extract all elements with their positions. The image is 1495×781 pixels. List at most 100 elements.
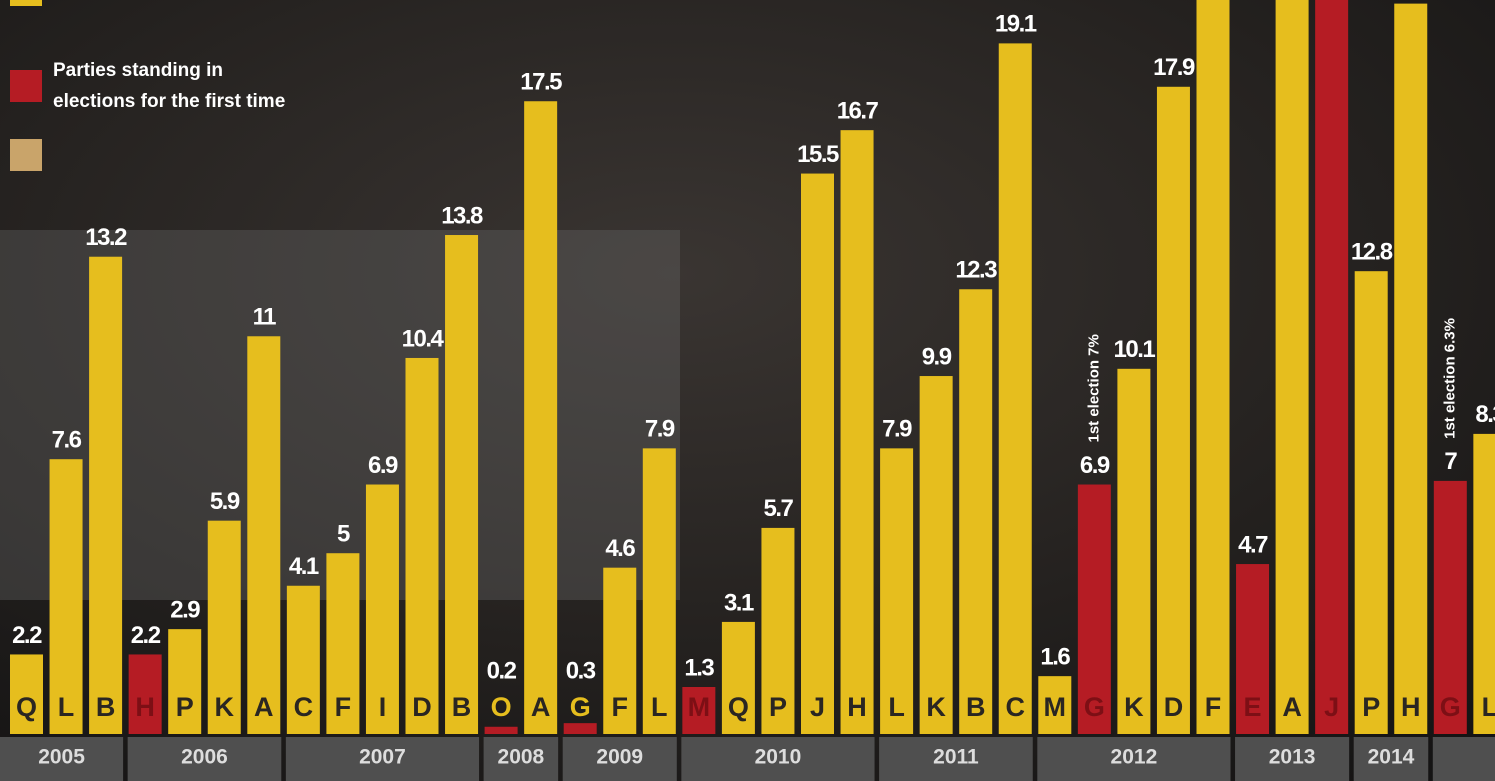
category-label: G [1440, 692, 1461, 722]
bar [801, 173, 834, 735]
data-label: 6.9 [1080, 452, 1110, 479]
category-label: L [651, 692, 668, 722]
category-label: H [1401, 692, 1421, 722]
year-band [0, 737, 124, 781]
category-label: F [612, 692, 629, 722]
data-label: 17.9 [1153, 54, 1195, 81]
year-band [1235, 737, 1350, 781]
legend-line: Parties standing in [53, 60, 223, 81]
data-label: 0.2 [487, 657, 517, 684]
bar [405, 357, 439, 734]
data-label: 2.2 [12, 622, 42, 649]
bar [207, 520, 241, 734]
bar [840, 130, 874, 734]
bar [959, 289, 993, 734]
data-label: 15.5 [797, 141, 839, 168]
bar [682, 686, 716, 734]
data-label: 2.2 [131, 622, 161, 649]
data-label: 12.8 [1351, 239, 1393, 266]
data-label: 19.1 [995, 11, 1037, 38]
annotation: 1st election 7% [1085, 334, 1102, 442]
category-label: A [531, 692, 551, 722]
year-band [285, 737, 480, 781]
bar [247, 336, 281, 734]
category-label: L [58, 692, 75, 722]
year-label: 2007 [359, 746, 406, 769]
year-label: 2005 [38, 746, 85, 769]
category-label: F [335, 692, 352, 722]
category-label: L [888, 692, 905, 722]
category-label: D [1164, 692, 1184, 722]
year-label: 2013 [1269, 746, 1316, 769]
bar [642, 448, 676, 734]
legend-label: Parties standing in elections for the fir… [53, 60, 285, 112]
year-band [681, 737, 875, 781]
year-label: 2014 [1368, 746, 1415, 769]
bar [484, 726, 518, 734]
category-label: B [96, 692, 116, 722]
legend-swatch [10, 0, 42, 6]
category-label: F [1205, 692, 1222, 722]
bar [603, 567, 637, 734]
category-label: E [1244, 692, 1262, 722]
category-label: L [1482, 692, 1495, 722]
data-label: 13.2 [85, 224, 127, 251]
year-band [1037, 737, 1231, 781]
bar [326, 553, 360, 734]
category-label: B [966, 692, 986, 722]
year-band [1432, 737, 1495, 781]
bar [761, 527, 795, 734]
data-label: 16.7 [837, 98, 879, 125]
data-label: 7.9 [645, 416, 675, 443]
data-label: 1.3 [684, 654, 714, 681]
bar [89, 256, 123, 734]
year-label: 2009 [596, 746, 643, 769]
category-label: D [412, 692, 432, 722]
data-label: 6.9 [368, 452, 398, 479]
data-label: 17.5 [520, 69, 562, 96]
bar [1156, 86, 1190, 735]
bar [1433, 480, 1467, 734]
bar [1038, 676, 1072, 734]
category-label: Q [728, 692, 749, 722]
bar [1275, 0, 1309, 735]
category-label: K [215, 692, 235, 722]
year-band [483, 737, 559, 781]
year-label: 2012 [1111, 746, 1158, 769]
year-band [127, 737, 282, 781]
year-label: 2011 [933, 746, 979, 769]
year-band [879, 737, 1033, 781]
bar [721, 621, 755, 734]
bar [563, 723, 597, 734]
bar [1473, 433, 1495, 734]
category-label: P [769, 692, 787, 722]
category-label: O [491, 692, 512, 722]
category-label: C [294, 692, 314, 722]
bar [1354, 271, 1388, 734]
category-label: A [254, 692, 274, 722]
category-label: A [1282, 692, 1302, 722]
category-label: C [1006, 692, 1026, 722]
category-label: M [688, 692, 711, 722]
bar [168, 629, 202, 734]
bar [1236, 564, 1270, 734]
year-label: 2006 [181, 746, 228, 769]
data-label: 12.3 [955, 257, 997, 284]
annotation: 1st election 6.3% [1441, 318, 1458, 439]
year-label: 2008 [498, 746, 545, 769]
bar [1077, 484, 1111, 734]
year-label: 2010 [755, 746, 802, 769]
category-label: K [1124, 692, 1144, 722]
year-band [562, 737, 677, 781]
category-label: J [810, 692, 825, 722]
data-label: 5.9 [210, 488, 240, 515]
category-label: G [1084, 692, 1105, 722]
category-label: J [1324, 692, 1339, 722]
category-label: M [1044, 692, 1067, 722]
bar [445, 235, 479, 734]
bar [1196, 0, 1230, 734]
bar [1394, 3, 1428, 734]
data-label: 9.9 [922, 343, 952, 370]
data-label: 7.6 [52, 427, 82, 454]
